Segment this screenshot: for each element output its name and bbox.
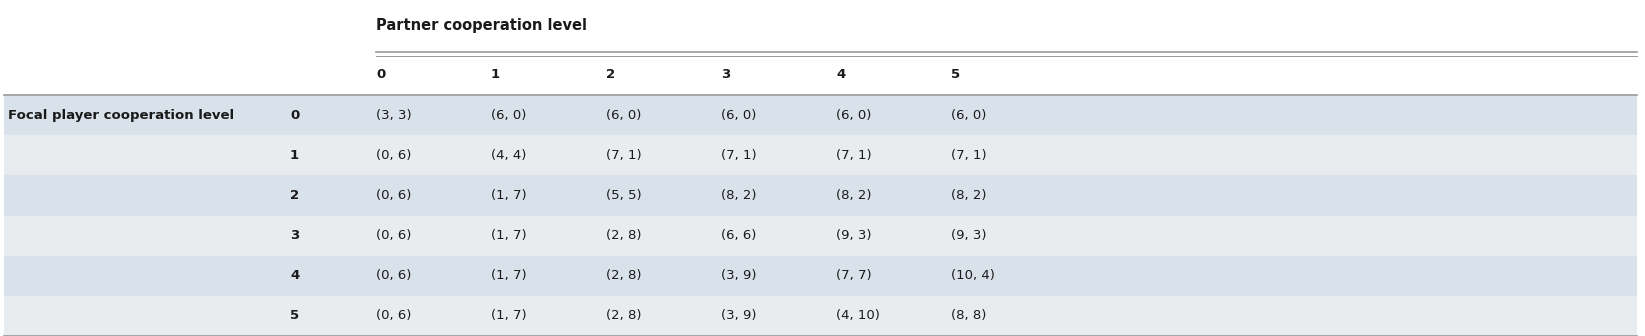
Text: (9, 3): (9, 3) xyxy=(951,229,987,242)
Text: (6, 0): (6, 0) xyxy=(490,109,526,122)
Text: 2: 2 xyxy=(605,68,615,81)
Text: (7, 1): (7, 1) xyxy=(951,149,987,162)
Text: (0, 6): (0, 6) xyxy=(377,309,411,323)
Text: (1, 7): (1, 7) xyxy=(490,229,526,242)
Text: 1: 1 xyxy=(490,68,500,81)
Text: (6, 0): (6, 0) xyxy=(836,109,872,122)
Text: Partner cooperation level: Partner cooperation level xyxy=(377,18,587,33)
Text: (1, 7): (1, 7) xyxy=(490,189,526,202)
Text: (0, 6): (0, 6) xyxy=(377,269,411,282)
Text: (3, 3): (3, 3) xyxy=(377,109,411,122)
Text: (7, 7): (7, 7) xyxy=(836,269,872,282)
Text: (1, 7): (1, 7) xyxy=(490,269,526,282)
Text: (3, 9): (3, 9) xyxy=(721,309,757,323)
Text: (8, 8): (8, 8) xyxy=(951,309,987,323)
Text: (0, 6): (0, 6) xyxy=(377,189,411,202)
Bar xyxy=(3,296,1637,336)
Text: (3, 9): (3, 9) xyxy=(721,269,757,282)
Text: (7, 1): (7, 1) xyxy=(605,149,642,162)
Bar xyxy=(3,135,1637,175)
Text: (4, 4): (4, 4) xyxy=(490,149,526,162)
Text: 3: 3 xyxy=(721,68,730,81)
Text: 1: 1 xyxy=(290,149,299,162)
Text: 3: 3 xyxy=(290,229,299,242)
Text: (2, 8): (2, 8) xyxy=(605,229,642,242)
Text: (0, 6): (0, 6) xyxy=(377,149,411,162)
Text: Focal player cooperation level: Focal player cooperation level xyxy=(8,109,234,122)
Text: (1, 7): (1, 7) xyxy=(490,309,526,323)
Text: (8, 2): (8, 2) xyxy=(836,189,872,202)
Bar xyxy=(3,215,1637,256)
Text: (0, 6): (0, 6) xyxy=(377,229,411,242)
Text: 0: 0 xyxy=(290,109,299,122)
Text: 0: 0 xyxy=(377,68,385,81)
Bar xyxy=(3,175,1637,215)
Text: (2, 8): (2, 8) xyxy=(605,309,642,323)
Text: 2: 2 xyxy=(290,189,299,202)
Text: (7, 1): (7, 1) xyxy=(721,149,757,162)
Text: (4, 10): (4, 10) xyxy=(836,309,880,323)
Text: (8, 2): (8, 2) xyxy=(951,189,987,202)
Text: 5: 5 xyxy=(290,309,299,323)
Text: 4: 4 xyxy=(290,269,299,282)
Text: (2, 8): (2, 8) xyxy=(605,269,642,282)
Text: (6, 0): (6, 0) xyxy=(951,109,987,122)
Text: (9, 3): (9, 3) xyxy=(836,229,872,242)
Text: (6, 0): (6, 0) xyxy=(721,109,757,122)
Bar xyxy=(3,95,1637,135)
Text: (6, 6): (6, 6) xyxy=(721,229,757,242)
Text: 4: 4 xyxy=(836,68,846,81)
Bar xyxy=(3,256,1637,296)
Text: (6, 0): (6, 0) xyxy=(605,109,642,122)
Text: (10, 4): (10, 4) xyxy=(951,269,995,282)
Text: (8, 2): (8, 2) xyxy=(721,189,757,202)
Text: 5: 5 xyxy=(951,68,961,81)
Text: (7, 1): (7, 1) xyxy=(836,149,872,162)
Text: (5, 5): (5, 5) xyxy=(605,189,642,202)
